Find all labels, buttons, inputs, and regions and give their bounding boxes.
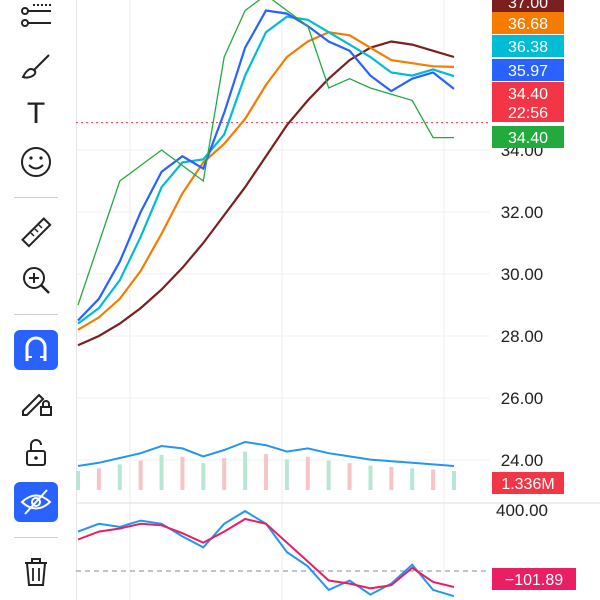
volume-bar [410, 468, 415, 490]
price-axis-label: 24.00 [501, 451, 544, 470]
volume-bar [326, 460, 331, 490]
volume-tag [492, 472, 564, 494]
toolbar-divider [14, 537, 58, 538]
delete-tool[interactable] [14, 552, 58, 592]
volume-series [77, 440, 455, 467]
price-tag [492, 126, 564, 148]
oscillator-tag-label: −101.89 [505, 572, 563, 589]
smiley-icon [21, 147, 51, 177]
price-axis-label: 28.00 [501, 327, 544, 346]
lock-drawings-tool[interactable] [14, 382, 58, 422]
magnet-tool[interactable] [14, 330, 58, 370]
eye-off-icon [20, 489, 52, 515]
ruler-tool[interactable] [14, 212, 58, 252]
price-tag-label: 36.68 [508, 16, 548, 33]
price-tag-label: 37.00 [508, 0, 548, 12]
price-axis-label: 26.00 [501, 389, 544, 408]
volume-bar [264, 454, 268, 490]
volume-bar [222, 458, 227, 490]
magnet-icon [25, 336, 47, 361]
fib-retracement-tool[interactable] [14, 0, 58, 38]
price-tag-label: 34.40 [508, 86, 548, 103]
volume-bar [389, 466, 394, 490]
oscillator-axis-label: 400.00 [496, 501, 548, 520]
price-tag [492, 0, 564, 13]
volume-bar [284, 459, 289, 490]
price-tag [492, 12, 564, 34]
price-axis-label: 32.00 [501, 203, 544, 222]
brush-tool[interactable] [14, 46, 58, 86]
volume-bars [76, 451, 456, 490]
price-series [77, 0, 455, 347]
price-tag-label: 35.97 [508, 63, 548, 80]
pencil-lock-icon [22, 393, 52, 416]
price-tag-label: 34.40 [508, 130, 548, 147]
price-tag-label: 36.38 [508, 39, 548, 56]
toolbar-divider [14, 314, 58, 315]
oscillator-line [77, 517, 455, 590]
drawing-toolbar: T [0, 0, 77, 600]
volume-bar [305, 456, 310, 490]
volume-ma-line [77, 440, 455, 467]
brush-icon [21, 54, 50, 79]
volume-bar [180, 456, 185, 490]
price-tag [492, 59, 564, 81]
volume-bar [243, 451, 248, 490]
volume-bar [201, 463, 206, 490]
trash-icon [25, 558, 47, 586]
price-tag [492, 35, 564, 57]
volume-bar [159, 454, 164, 490]
zoom-in-icon [23, 267, 50, 294]
text-tool[interactable]: T [14, 92, 58, 132]
volume-bar [347, 463, 352, 490]
ruler-icon [21, 217, 52, 248]
price-series-line [77, 31, 455, 331]
price-series-line [77, 9, 455, 322]
oscillator-series [77, 509, 455, 598]
toolbar-divider [14, 197, 58, 198]
volume-bar [138, 460, 143, 490]
unlock-tool[interactable] [14, 432, 58, 472]
volume-tag-label: 1.336M [501, 476, 554, 493]
zoom-tool[interactable] [14, 260, 58, 300]
price-series-line [77, 15, 455, 325]
volume-bar [76, 470, 80, 490]
volume-bar [368, 465, 373, 490]
fib-retracement-icon [21, 4, 51, 27]
volume-bar [96, 468, 101, 490]
oscillator-tag [492, 568, 576, 590]
price-tag-countdown: 22:56 [508, 105, 548, 122]
volume-bar [431, 469, 436, 490]
volume-bar [452, 470, 456, 490]
text-glyph: T [27, 97, 45, 129]
volume-bar [117, 464, 122, 490]
emoji-tool[interactable] [14, 142, 58, 182]
unlock-icon [26, 439, 46, 466]
price-series-line [77, 40, 455, 347]
price-tag [492, 82, 564, 122]
price-axis-label: 30.00 [501, 265, 544, 284]
chart-grid [76, 0, 600, 600]
price-tags: 37.00 36.68 36.38 35.97 34.40 22:56 34.40 1.336… [492, 0, 576, 590]
hide-drawings-tool[interactable] [14, 482, 58, 522]
text-icon: T [27, 97, 45, 129]
price-series-line [77, 0, 454, 306]
